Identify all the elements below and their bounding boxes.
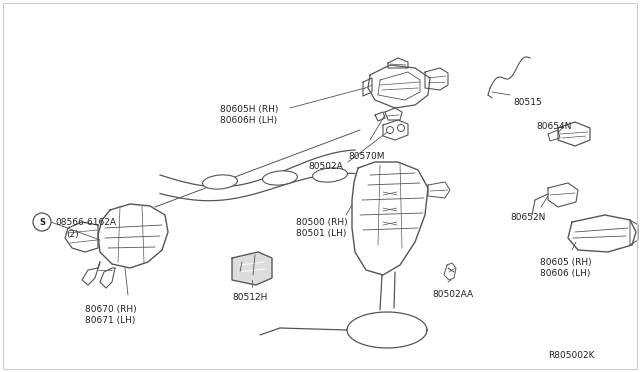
Text: 80570M: 80570M xyxy=(348,152,385,161)
Circle shape xyxy=(33,213,51,231)
Ellipse shape xyxy=(312,168,348,182)
Text: (2): (2) xyxy=(66,230,79,239)
Text: 80606H (LH): 80606H (LH) xyxy=(220,116,277,125)
Polygon shape xyxy=(232,252,272,285)
Text: 80605H (RH): 80605H (RH) xyxy=(220,105,278,114)
Text: 80654N: 80654N xyxy=(536,122,572,131)
Text: 80501 (LH): 80501 (LH) xyxy=(296,229,346,238)
Circle shape xyxy=(397,125,404,131)
Text: R805002K: R805002K xyxy=(548,351,595,360)
Text: 80670 (RH): 80670 (RH) xyxy=(85,305,136,314)
Text: 80671 (LH): 80671 (LH) xyxy=(85,316,136,325)
Ellipse shape xyxy=(262,171,298,185)
Circle shape xyxy=(387,126,394,134)
Text: 80502AA: 80502AA xyxy=(432,290,473,299)
Text: 80652N: 80652N xyxy=(510,213,545,222)
Text: 08566-6162A: 08566-6162A xyxy=(55,218,116,227)
Ellipse shape xyxy=(202,175,237,189)
Text: 80502A: 80502A xyxy=(308,162,343,171)
Text: S: S xyxy=(39,218,45,227)
Text: 80500 (RH): 80500 (RH) xyxy=(296,218,348,227)
Text: 80605 (RH): 80605 (RH) xyxy=(540,258,591,267)
Text: 80512H: 80512H xyxy=(232,293,268,302)
Text: 80515: 80515 xyxy=(513,98,541,107)
Text: 80606 (LH): 80606 (LH) xyxy=(540,269,590,278)
